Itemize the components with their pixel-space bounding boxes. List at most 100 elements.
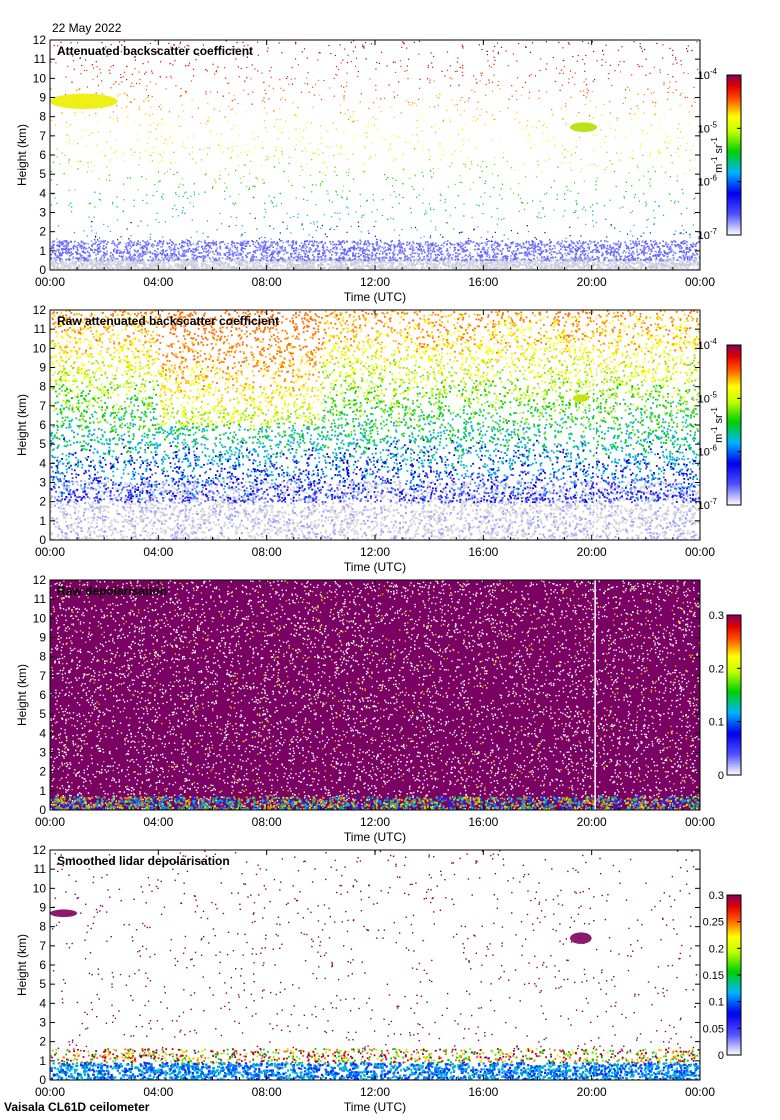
y-tick-label: 3 <box>39 476 46 490</box>
colorbar-unit-label: m-1 sr-1 <box>710 137 725 173</box>
panel-attenuated-backscatter: Attenuated backscatter coefficient012345… <box>15 33 742 304</box>
colorbar <box>726 614 742 776</box>
colorbar-tick-label: 0.05 <box>703 1023 724 1035</box>
x-tick-label: 08:00 <box>252 815 282 829</box>
y-tick-label: 8 <box>39 110 46 124</box>
y-tick-label: 2 <box>39 765 46 779</box>
x-tick-label: 04:00 <box>143 1085 173 1099</box>
colorbar-tick-label: 0.3 <box>709 610 724 622</box>
x-tick-label: 20:00 <box>577 275 607 289</box>
y-tick-label: 2 <box>39 225 46 239</box>
y-tick-label: 1 <box>39 244 46 258</box>
x-tick-label: 00:00 <box>35 815 65 829</box>
cloud-feature <box>570 122 598 132</box>
y-tick-label: 3 <box>39 206 46 220</box>
x-tick-label: 16:00 <box>468 1085 498 1099</box>
x-tick-label: 04:00 <box>143 275 173 289</box>
y-tick-label: 7 <box>39 399 46 413</box>
y-tick-label: 4 <box>39 186 46 200</box>
y-tick-label: 0 <box>39 263 46 277</box>
y-axis-label: Height (km) <box>15 664 29 726</box>
x-tick-label: 12:00 <box>360 1085 390 1099</box>
colorbar-tick-label: 10-5 <box>698 120 718 135</box>
y-tick-label: 9 <box>39 91 46 105</box>
heatmap-texture <box>50 850 700 1080</box>
x-tick-label: 20:00 <box>577 1085 607 1099</box>
y-tick-label: 0 <box>39 1073 46 1087</box>
y-tick-label: 7 <box>39 669 46 683</box>
colorbar-tick-label: 10-7 <box>698 227 718 242</box>
y-tick-label: 8 <box>39 380 46 394</box>
heatmap-area <box>50 580 700 810</box>
colorbar-tick-label: 0 <box>718 1050 724 1062</box>
x-tick-label: 04:00 <box>143 815 173 829</box>
y-tick-label: 0 <box>39 533 46 547</box>
y-tick-label: 2 <box>39 1035 46 1049</box>
x-axis-label: Time (UTC) <box>344 830 406 844</box>
y-tick-label: 8 <box>39 650 46 664</box>
colorbar-tick-label: 0.1 <box>709 997 724 1009</box>
y-tick-label: 4 <box>39 456 46 470</box>
y-tick-label: 10 <box>33 611 47 625</box>
y-tick-label: 5 <box>39 977 46 991</box>
x-tick-label: 16:00 <box>468 545 498 559</box>
y-tick-label: 9 <box>39 631 46 645</box>
x-tick-label: 04:00 <box>143 545 173 559</box>
y-tick-label: 2 <box>39 495 46 509</box>
colorbar-tick-label: 10-5 <box>698 390 718 405</box>
y-tick-label: 3 <box>39 746 46 760</box>
y-tick-label: 4 <box>39 726 46 740</box>
x-tick-label: 00:00 <box>685 815 715 829</box>
colorbar-tick-label: 0.2 <box>709 663 724 675</box>
colorbar-tick-label: 0.2 <box>709 943 724 955</box>
y-tick-label: 9 <box>39 361 46 375</box>
y-tick-label: 8 <box>39 920 46 934</box>
x-tick-label: 08:00 <box>252 1085 282 1099</box>
heatmap-area <box>50 310 700 540</box>
y-tick-label: 1 <box>39 784 46 798</box>
colorbar-tick-label: 10-4 <box>698 337 718 352</box>
heatmap-area <box>50 40 700 270</box>
panel-title: Raw attenuated backscatter coefficient <box>57 314 279 328</box>
y-axis-label: Height (km) <box>15 934 29 996</box>
cloud-feature <box>50 909 78 918</box>
x-tick-label: 00:00 <box>35 1085 65 1099</box>
colorbar-tick-label: 0.25 <box>703 917 724 929</box>
y-tick-label: 7 <box>39 129 46 143</box>
y-tick-label: 5 <box>39 167 46 181</box>
colorbar-tick-label: 10-6 <box>698 444 718 459</box>
y-tick-label: 6 <box>39 148 46 162</box>
x-tick-label: 12:00 <box>360 815 390 829</box>
y-tick-label: 12 <box>33 843 47 857</box>
panel-smoothed-depolarisation: Smoothed lidar depolarisation01234567891… <box>15 843 742 1114</box>
colorbar-tick-label: 10-6 <box>698 174 718 189</box>
y-tick-label: 10 <box>33 881 47 895</box>
y-tick-label: 12 <box>33 303 47 317</box>
x-tick-label: 08:00 <box>252 275 282 289</box>
instrument-label: Vaisala CL61D ceilometer <box>4 1100 149 1114</box>
colorbar-tick-label: 0.15 <box>703 970 724 982</box>
y-tick-label: 9 <box>39 901 46 915</box>
y-tick-label: 10 <box>33 71 47 85</box>
y-tick-label: 7 <box>39 939 46 953</box>
x-tick-label: 00:00 <box>685 1085 715 1099</box>
y-tick-label: 6 <box>39 688 46 702</box>
y-tick-label: 11 <box>34 592 47 606</box>
heatmap-texture <box>50 310 700 540</box>
y-tick-label: 12 <box>33 573 47 587</box>
x-tick-label: 16:00 <box>468 275 498 289</box>
data-gap <box>594 310 596 540</box>
colorbar-tick-label: 10-7 <box>698 497 718 512</box>
y-tick-label: 6 <box>39 958 46 972</box>
colorbar-tick-label: 0.3 <box>709 890 724 902</box>
cloud-feature <box>572 394 589 402</box>
x-tick-label: 00:00 <box>685 545 715 559</box>
x-axis-label: Time (UTC) <box>344 560 406 574</box>
x-tick-label: 00:00 <box>685 275 715 289</box>
cloud-feature <box>570 932 592 944</box>
heatmap-texture <box>50 580 700 810</box>
y-axis-label: Height (km) <box>15 124 29 186</box>
colorbar-tick-label: 10-4 <box>698 67 718 82</box>
